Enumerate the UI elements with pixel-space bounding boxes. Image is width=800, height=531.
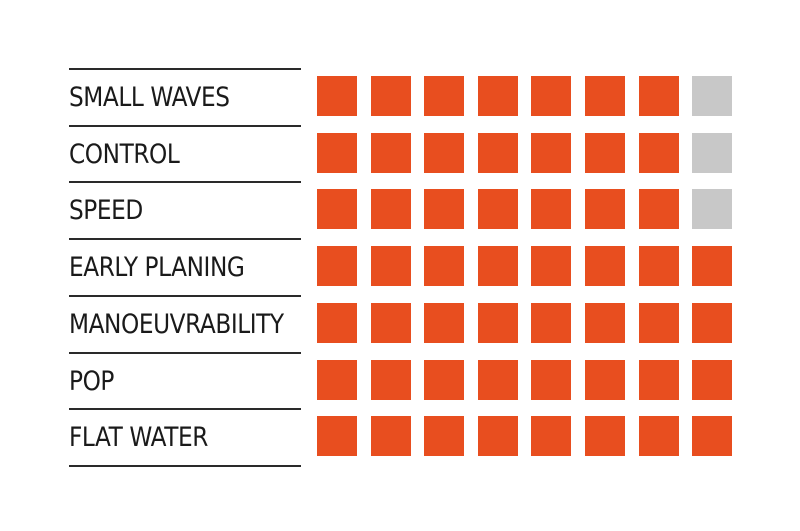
rating-square-filled: [371, 416, 411, 456]
rating-square-filled: [424, 189, 464, 229]
rating-square-filled: [424, 246, 464, 286]
rating-square-filled: [424, 360, 464, 400]
rating-square-empty: [692, 76, 732, 116]
rating-square-filled: [585, 360, 625, 400]
rating-square-filled: [371, 76, 411, 116]
rating-square-filled: [371, 246, 411, 286]
rating-square-filled: [424, 416, 464, 456]
rating-square-filled: [371, 303, 411, 343]
rating-label: SMALL WAVES: [69, 82, 230, 113]
rating-square-filled: [692, 246, 732, 286]
rating-square-empty: [692, 189, 732, 229]
rating-square-filled: [585, 246, 625, 286]
rating-square-filled: [317, 416, 357, 456]
row-divider: [69, 352, 301, 354]
row-divider: [69, 238, 301, 240]
rating-square-filled: [585, 303, 625, 343]
rating-label: FLAT WATER: [69, 422, 208, 454]
rating-square-filled: [531, 189, 571, 229]
rating-label: CONTROL: [69, 138, 180, 170]
rating-square-filled: [585, 76, 625, 116]
rating-square-filled: [639, 76, 679, 116]
rating-square-filled: [639, 416, 679, 456]
rating-square-filled: [317, 360, 357, 400]
rating-square-filled: [531, 360, 571, 400]
rating-square-filled: [317, 246, 357, 286]
rating-square-filled: [585, 133, 625, 173]
rating-square-filled: [639, 303, 679, 343]
rating-square-filled: [531, 246, 571, 286]
rating-square-filled: [639, 360, 679, 400]
rating-square-filled: [531, 133, 571, 173]
rating-square-filled: [424, 76, 464, 116]
row-divider: [69, 125, 301, 127]
rating-square-filled: [478, 416, 518, 456]
rating-square-filled: [478, 189, 518, 229]
rating-square-filled: [639, 133, 679, 173]
rating-square-filled: [585, 416, 625, 456]
rating-square-filled: [585, 189, 625, 229]
row-divider: [69, 181, 301, 183]
rating-square-filled: [317, 76, 357, 116]
row-divider: [69, 465, 301, 467]
rating-square-filled: [478, 360, 518, 400]
rating-label: EARLY PLANING: [69, 252, 245, 284]
rating-label: SPEED: [69, 195, 143, 227]
rating-square-filled: [478, 133, 518, 173]
rating-square-filled: [371, 133, 411, 173]
rating-square-filled: [424, 303, 464, 343]
rating-square-filled: [317, 303, 357, 343]
rating-square-filled: [317, 189, 357, 229]
rating-square-filled: [692, 416, 732, 456]
rating-square-filled: [692, 360, 732, 400]
rating-square-filled: [531, 416, 571, 456]
rating-label: MANOEUVRABILITY: [69, 308, 284, 340]
rating-square-filled: [317, 133, 357, 173]
row-divider: [69, 408, 301, 410]
rating-square-filled: [478, 76, 518, 116]
rating-square-empty: [692, 133, 732, 173]
rating-square-filled: [371, 189, 411, 229]
row-divider: [69, 295, 301, 297]
rating-label: POP: [69, 365, 115, 397]
rating-square-filled: [371, 360, 411, 400]
rating-square-filled: [531, 303, 571, 343]
rating-square-filled: [531, 76, 571, 116]
rating-square-filled: [478, 303, 518, 343]
rating-square-filled: [424, 133, 464, 173]
row-divider: [69, 68, 301, 70]
rating-square-filled: [478, 246, 518, 286]
rating-square-filled: [692, 303, 732, 343]
rating-square-filled: [639, 189, 679, 229]
rating-square-filled: [639, 246, 679, 286]
